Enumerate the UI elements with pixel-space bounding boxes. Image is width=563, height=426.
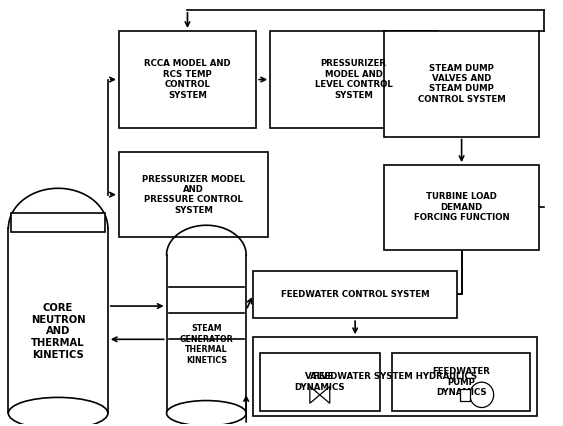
Bar xyxy=(253,271,457,318)
Bar xyxy=(385,31,539,137)
Bar xyxy=(270,31,437,128)
Text: CORE
NEUTRON
AND
THERMAL
KINETICS: CORE NEUTRON AND THERMAL KINETICS xyxy=(31,303,86,360)
Ellipse shape xyxy=(8,397,108,426)
Text: FEEDWATER SYSTEM HYDRAULICS: FEEDWATER SYSTEM HYDRAULICS xyxy=(313,372,477,381)
Text: TURBINE LOAD
DEMAND
FORCING FUNCTION: TURBINE LOAD DEMAND FORCING FUNCTION xyxy=(414,193,510,222)
Bar xyxy=(119,31,256,128)
Ellipse shape xyxy=(167,400,246,426)
Bar xyxy=(460,389,470,401)
Bar xyxy=(385,165,539,250)
Text: FEEDWATER CONTROL SYSTEM: FEEDWATER CONTROL SYSTEM xyxy=(281,290,430,299)
Text: STEAM
GENERATOR
THERMAL
KINETICS: STEAM GENERATOR THERMAL KINETICS xyxy=(180,325,233,365)
Text: VALVE
DYNAMICS: VALVE DYNAMICS xyxy=(294,372,345,392)
Bar xyxy=(260,353,379,411)
Text: FEEDWATER
PUMP
DYNAMICS: FEEDWATER PUMP DYNAMICS xyxy=(432,367,490,397)
Text: RCCA MODEL AND
RCS TEMP
CONTROL
SYSTEM: RCCA MODEL AND RCS TEMP CONTROL SYSTEM xyxy=(144,60,231,100)
Bar xyxy=(253,337,537,416)
Bar xyxy=(392,353,530,411)
Text: PRESSURIZER MODEL
AND
PRESSURE CONTROL
SYSTEM: PRESSURIZER MODEL AND PRESSURE CONTROL S… xyxy=(142,175,245,215)
Bar xyxy=(11,213,105,232)
Bar xyxy=(119,153,268,237)
Text: STEAM DUMP
VALVES AND
STEAM DUMP
CONTROL SYSTEM: STEAM DUMP VALVES AND STEAM DUMP CONTROL… xyxy=(418,63,506,104)
Text: PRESSURIZER
MODEL AND
LEVEL CONTROL
SYSTEM: PRESSURIZER MODEL AND LEVEL CONTROL SYST… xyxy=(315,60,392,100)
